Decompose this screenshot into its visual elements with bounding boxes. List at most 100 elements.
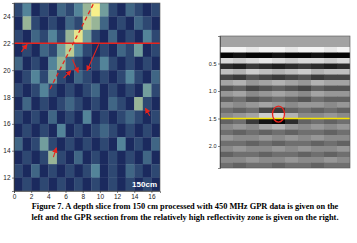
cell (233, 163, 246, 169)
cell (134, 30, 143, 44)
cell (126, 124, 135, 138)
cell (285, 75, 298, 81)
cell (134, 70, 143, 84)
cell (324, 135, 337, 141)
cell (117, 43, 126, 57)
cell (134, 57, 143, 71)
tick: 12 (3, 174, 14, 181)
cell (48, 84, 57, 98)
cell (298, 69, 311, 75)
cell (134, 124, 143, 138)
cell (57, 151, 66, 165)
cell (259, 152, 272, 158)
cell (220, 80, 233, 86)
cell (74, 84, 83, 98)
cell (272, 141, 285, 147)
cell (151, 16, 160, 30)
cell (246, 135, 259, 141)
cell (83, 124, 92, 138)
tick-label: 6 (64, 193, 68, 200)
tick: 14 (131, 191, 139, 200)
cell (83, 97, 92, 111)
cell (23, 97, 32, 111)
cell (220, 130, 233, 136)
cell (259, 146, 272, 152)
cell (91, 164, 100, 178)
cell (14, 84, 23, 98)
tick: 12 (114, 191, 122, 200)
cell (272, 69, 285, 75)
cell (48, 178, 57, 191)
cell (74, 124, 83, 138)
cell (57, 178, 66, 191)
cell (233, 97, 246, 103)
cell (259, 53, 272, 59)
cell (285, 91, 298, 97)
cell (108, 43, 117, 57)
cell (285, 64, 298, 70)
cell (108, 164, 117, 178)
cell (108, 16, 117, 30)
cell (233, 152, 246, 158)
cell (324, 47, 337, 53)
tick-mark (218, 91, 220, 92)
cell (108, 110, 117, 124)
tick-label: 22 (3, 40, 11, 47)
cell (14, 16, 23, 30)
cell (285, 102, 298, 108)
arrow (64, 71, 71, 79)
cell (233, 75, 246, 81)
cell (134, 137, 143, 151)
cell (311, 53, 324, 59)
cell (324, 75, 337, 81)
cell (272, 146, 285, 152)
cell (31, 30, 40, 44)
cell (324, 64, 337, 70)
air-band (220, 36, 350, 47)
cell (298, 108, 311, 114)
cell (220, 141, 233, 147)
tick-label: 1.5 (209, 116, 217, 122)
tick: 6 (64, 191, 68, 200)
cell (246, 64, 259, 70)
tick-label: 0.5 (209, 61, 217, 67)
cell (14, 164, 23, 178)
cell (311, 97, 324, 103)
cell (285, 69, 298, 75)
tick: 10 (97, 191, 105, 200)
cell (285, 119, 298, 125)
cell (324, 157, 337, 163)
cell (48, 70, 57, 84)
cell (298, 97, 311, 103)
cell (285, 97, 298, 103)
cell (40, 97, 49, 111)
cell (143, 43, 152, 57)
cell (134, 151, 143, 165)
cell (143, 164, 152, 178)
cell (48, 124, 57, 138)
cell (31, 164, 40, 178)
cell (48, 151, 57, 165)
cell (91, 97, 100, 111)
cell (23, 57, 32, 71)
cell (143, 97, 152, 111)
cell (100, 110, 109, 124)
cell (272, 130, 285, 136)
cell (285, 80, 298, 86)
cell (272, 47, 285, 53)
cell (40, 16, 49, 30)
tick: 4 (47, 191, 51, 200)
cell (272, 97, 285, 103)
cell (337, 69, 350, 75)
cell (151, 124, 160, 138)
cell (298, 146, 311, 152)
cell (285, 86, 298, 92)
cell (40, 137, 49, 151)
cell (66, 124, 75, 138)
tick-label: 20 (3, 67, 11, 74)
cell (83, 70, 92, 84)
tick-mark (218, 146, 220, 147)
cell (272, 124, 285, 130)
tick-mark (218, 64, 220, 65)
cell (108, 30, 117, 44)
